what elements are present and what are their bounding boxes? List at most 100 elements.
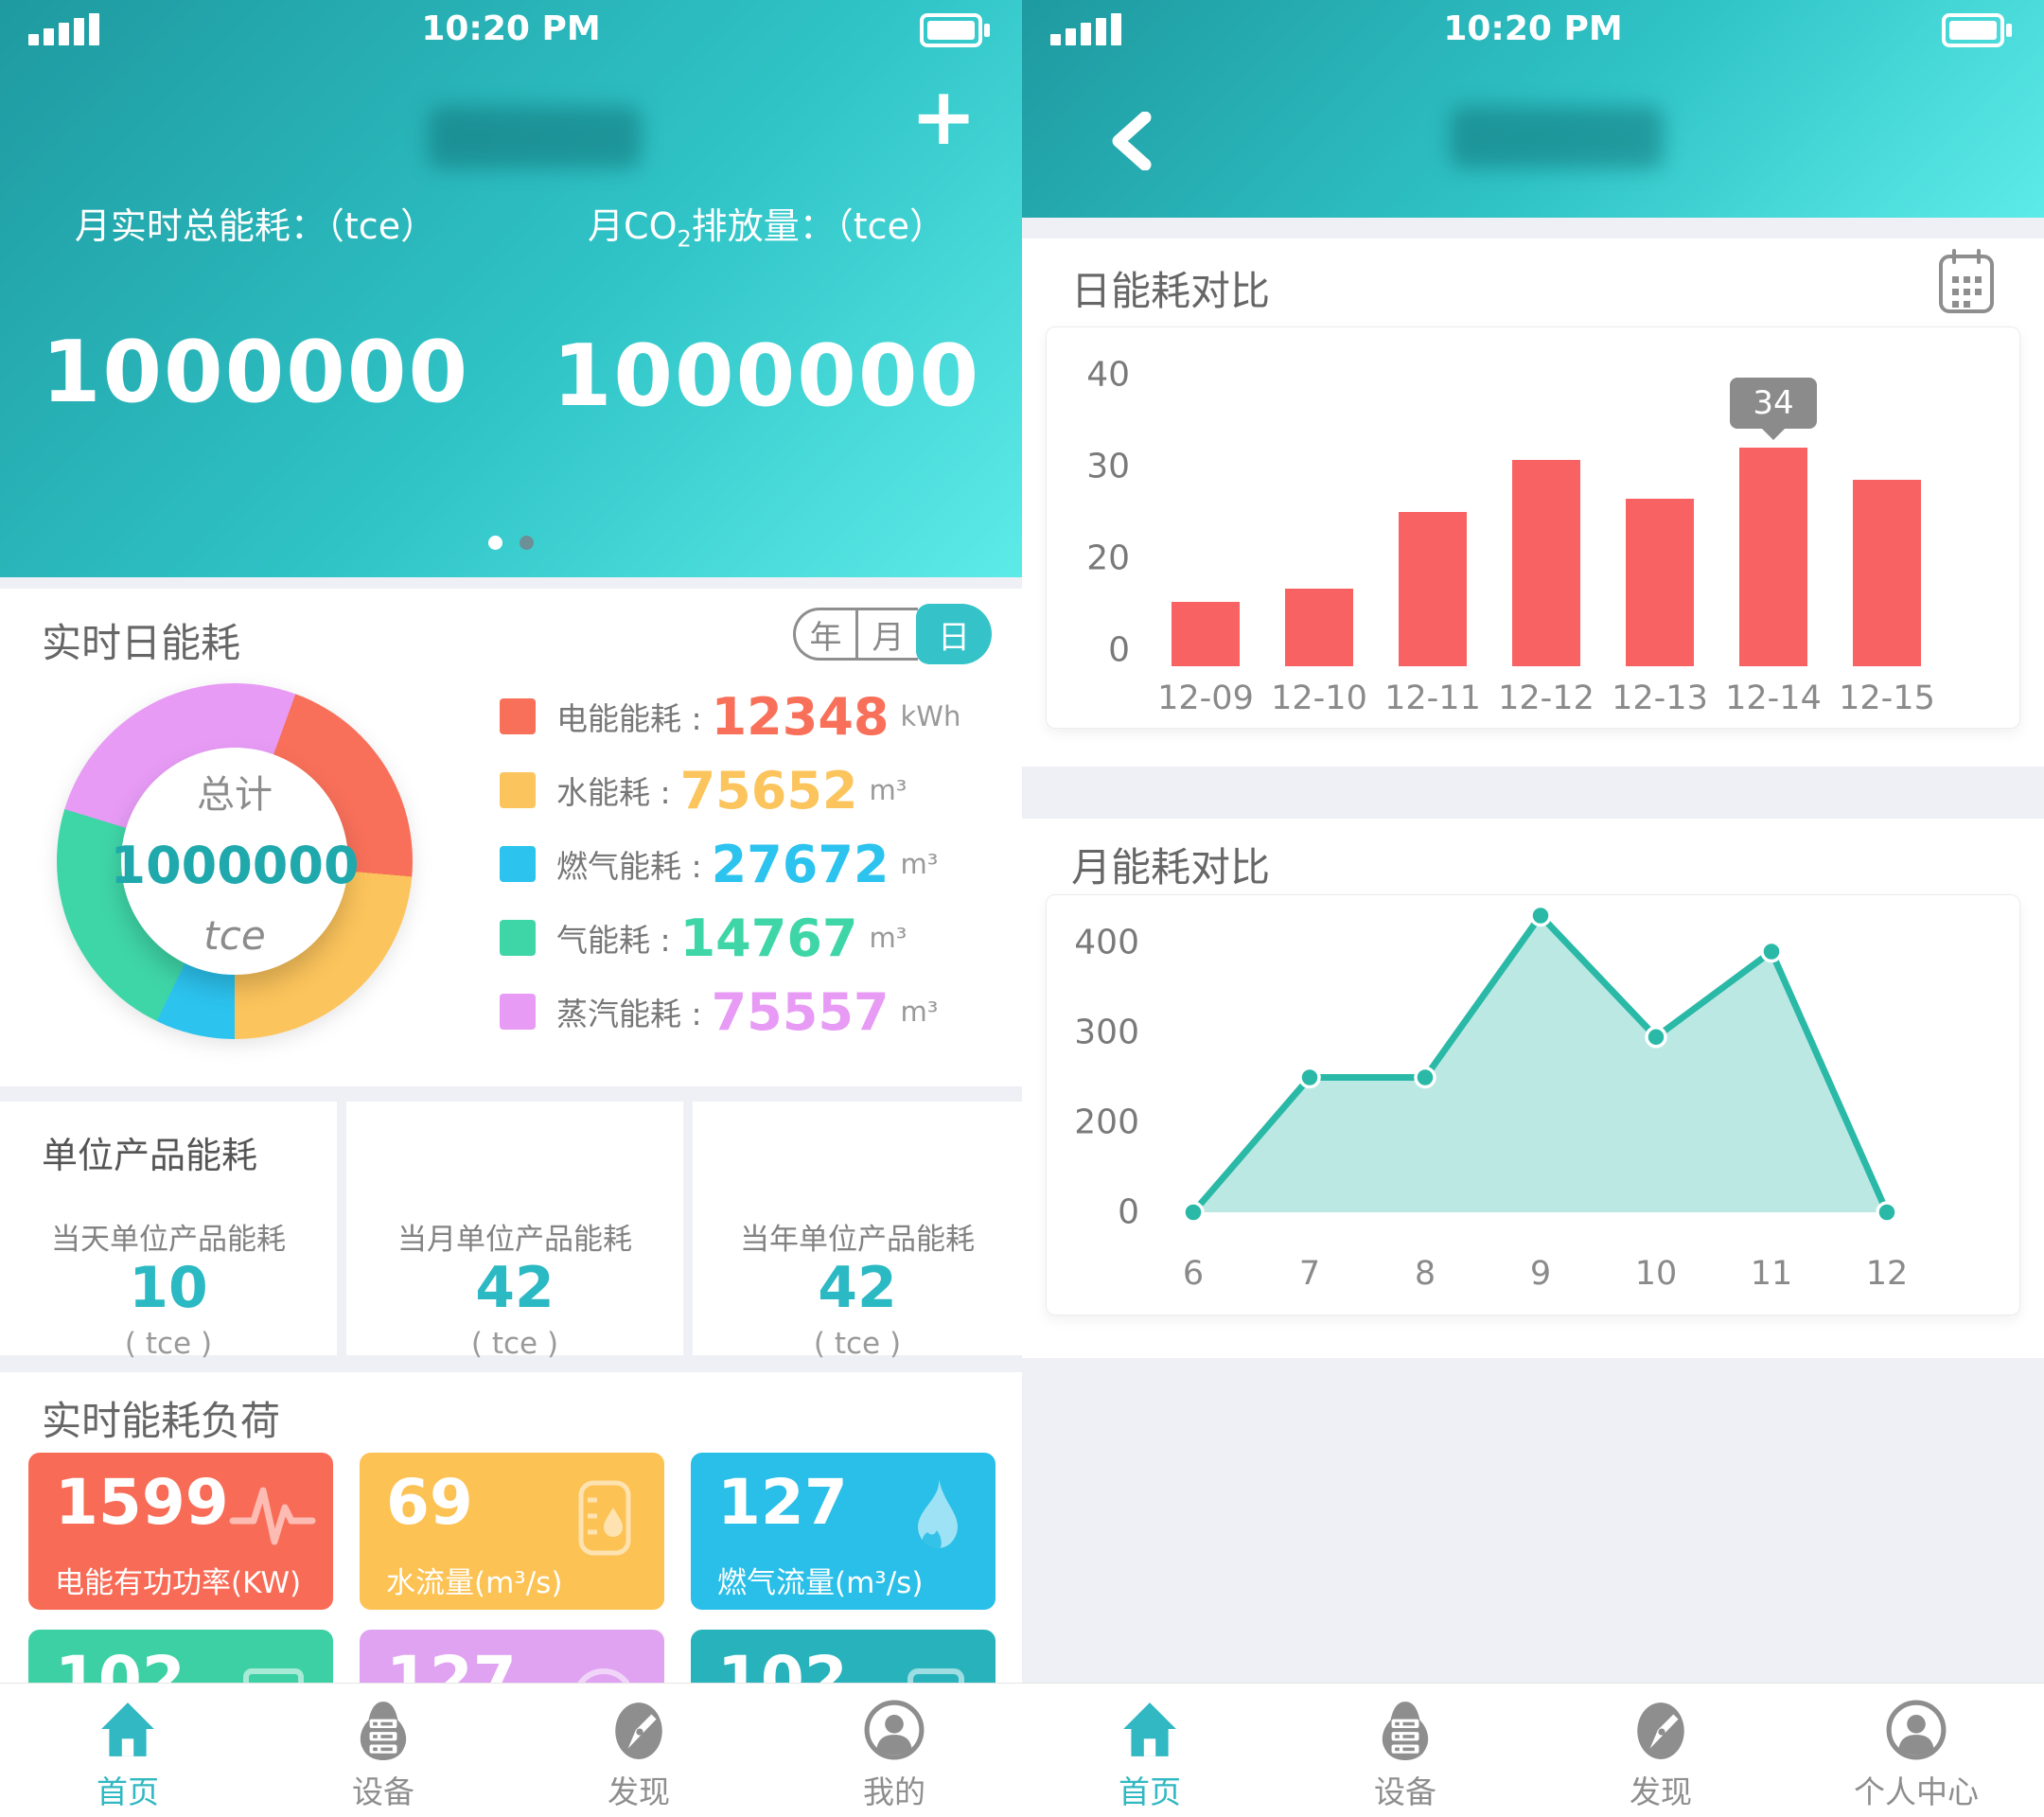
nav-item-发现[interactable]: 发现 (511, 1684, 766, 1817)
y-axis-tick: 300 (1074, 1013, 1139, 1052)
metric-monthly-co2: 月CO2排放量：（tce） 1000000 (511, 197, 1022, 426)
x-axis-tick: 7 (1298, 1255, 1321, 1293)
period-toggle[interactable]: 年月日 (793, 604, 992, 664)
x-axis-tick: 12-13 (1612, 679, 1708, 717)
unit-card-unit: ( tce ) (813, 1327, 902, 1361)
status-bar: 10:20 PM (1022, 0, 2044, 57)
unit-card-unit: ( tce ) (470, 1327, 559, 1361)
section-title: 单位产品能耗 (42, 1135, 258, 1176)
donut-total-label: 总计 (197, 773, 273, 817)
toggle-日[interactable]: 日 (916, 604, 992, 664)
y-axis-tick: 30 (1086, 447, 1130, 486)
unit-card-label: 当年单位产品能耗 (740, 1223, 975, 1257)
toggle-月[interactable]: 月 (855, 608, 918, 661)
section-title: 日能耗对比 (1071, 268, 1271, 314)
screen-compare: 10:20 PM 日能耗对比 40 30 20 0 12-0 (1022, 0, 2044, 1817)
area-chart-plot (1182, 904, 1898, 1224)
bar-tooltip: 34 (1730, 378, 1817, 429)
divider (1022, 767, 2044, 819)
donut-total-value: 1000000 (110, 836, 360, 895)
nav-item-个人中心[interactable]: 个人中心 (1788, 1684, 2044, 1817)
y-axis-tick: 40 (1086, 355, 1130, 395)
x-axis-tick: 12-12 (1498, 679, 1595, 717)
legend-value: 27672 (711, 834, 890, 894)
y-axis-tick: 400 (1074, 923, 1139, 962)
flame-icon (890, 1473, 980, 1564)
nav-item-首页[interactable]: 首页 (0, 1684, 256, 1817)
legend-label: 气能耗 : (556, 922, 671, 959)
metric-value: 1000000 (552, 326, 981, 426)
unit-card-value: 10 (129, 1255, 208, 1321)
legend-label: 水能耗 : (556, 774, 671, 811)
legend-unit: kWh (900, 700, 961, 732)
x-axis-tick: 12-14 (1725, 679, 1822, 717)
carousel-dots[interactable] (0, 536, 1022, 550)
load-section: 实时能耗负荷 1599 电能有功功率(KW) 69 水流量(m³/s) 127 燃气流量(… (0, 1372, 1022, 1791)
home-icon (97, 1699, 159, 1761)
section-title: 实时能耗负荷 (42, 1398, 281, 1444)
nav-label: 个人中心 (1854, 1773, 1979, 1810)
legend-label: 燃气能耗 : (556, 848, 702, 885)
bottom-nav: 首页 设备 发现 我的 (0, 1683, 1022, 1817)
legend-row: 水能耗 :75652 m³ (500, 753, 1011, 827)
home-icon (1119, 1699, 1181, 1761)
screen-dashboard: 10:20 PM + 月实时总能耗：（tce） 1000000 月CO2排放量：… (0, 0, 1022, 1817)
y-axis-tick: 20 (1086, 538, 1130, 578)
energy-legend: 电能能耗 :12348 kWh 水能耗 :75652 m³ 燃气能耗 :27672 m³ 气… (500, 679, 1011, 1049)
legend-label: 电能能耗 : (556, 700, 702, 737)
legend-row: 气能耗 :14767 m³ (500, 901, 1011, 975)
x-axis-tick: 12-15 (1839, 679, 1935, 717)
nav-label: 设备 (1374, 1773, 1436, 1810)
compass-icon (608, 1699, 670, 1761)
donut-chart: 总计 1000000 tce (57, 683, 413, 1039)
nav-label: 发现 (1630, 1773, 1692, 1810)
unit-product-section: 单位产品能耗 当天单位产品能耗 10( tce ) 当月单位产品能耗 42( tce )… (0, 1102, 1022, 1361)
legend-swatch (500, 846, 536, 882)
unit-product-card: 当年单位产品能耗 42 ( tce ) (693, 1102, 1022, 1361)
legend-value: 75652 (679, 760, 858, 820)
status-time: 10:20 PM (421, 9, 601, 48)
blurred-logo (428, 106, 642, 168)
spacer (1022, 1358, 2044, 1683)
monthly-area-chart: 400 300 200 0 6 7 8 9 10 11 12 (1046, 894, 2020, 1315)
battery-icon (920, 11, 992, 53)
donut-total-unit: tce (203, 912, 266, 959)
unit-product-card: 当月单位产品能耗 42 ( tce ) (346, 1102, 683, 1361)
calendar-icon[interactable] (1936, 248, 1997, 316)
back-button[interactable] (1105, 111, 1158, 171)
nav-label: 首页 (97, 1773, 159, 1810)
legend-swatch (500, 772, 536, 808)
nav-item-设备[interactable]: 设备 (256, 1684, 511, 1817)
nav-item-发现[interactable]: 发现 (1533, 1684, 1788, 1817)
nav-item-设备[interactable]: 设备 (1278, 1684, 1533, 1817)
toggle-年[interactable]: 年 (793, 608, 855, 661)
legend-value: 12348 (711, 686, 890, 747)
bar-12-09[interactable] (1172, 602, 1240, 666)
legend-swatch (500, 920, 536, 956)
add-button[interactable]: + (910, 70, 978, 163)
bar-12-12[interactable] (1512, 460, 1580, 666)
nav-item-我的[interactable]: 我的 (766, 1684, 1022, 1817)
dot-active[interactable] (488, 536, 502, 550)
unit-card-label: 当天单位产品能耗 (51, 1223, 286, 1257)
nav-item-首页[interactable]: 首页 (1022, 1684, 1278, 1817)
legend-unit: m³ (900, 996, 939, 1028)
y-axis-tick: 200 (1074, 1103, 1139, 1142)
x-axis-tick: 9 (1529, 1255, 1552, 1293)
dot-inactive[interactable] (520, 536, 534, 550)
bar-12-15[interactable] (1853, 480, 1921, 666)
x-axis-tick: 8 (1414, 1255, 1436, 1293)
legend-value: 14767 (679, 908, 858, 968)
bar-12-10[interactable] (1285, 589, 1353, 666)
legend-unit: m³ (869, 922, 907, 954)
legend-row: 蒸汽能耗 :75557 m³ (500, 975, 1011, 1049)
y-axis-tick: 0 (1108, 630, 1130, 670)
metric-label: 月实时总能耗：（tce） (74, 205, 437, 247)
x-axis-tick: 11 (1750, 1255, 1793, 1293)
bar-12-13[interactable] (1626, 499, 1694, 666)
load-card-label: 水流量(m³/s) (386, 1566, 563, 1600)
compare-header: 10:20 PM (1022, 0, 2044, 218)
bar-12-14[interactable] (1739, 448, 1807, 666)
bar-12-11[interactable] (1399, 512, 1467, 666)
